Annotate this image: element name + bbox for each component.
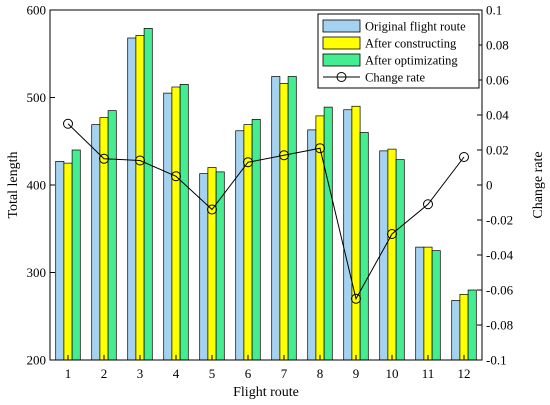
x-axis-label: Flight route bbox=[233, 385, 299, 400]
bar-2-route-9 bbox=[351, 105, 361, 361]
legend-swatch-3 bbox=[322, 53, 361, 67]
bar-1-route-3 bbox=[127, 37, 137, 361]
legend-label-3: After optimizating bbox=[365, 54, 458, 68]
legend-marker bbox=[336, 72, 347, 82]
legend-label-1: Original flight route bbox=[365, 20, 466, 34]
bar-1-route-11 bbox=[415, 246, 425, 361]
bar-3-route-9 bbox=[359, 132, 369, 361]
y2-tick-label: -0.08 bbox=[486, 318, 513, 333]
bar-1-route-7 bbox=[271, 76, 281, 361]
y2-tick-label: -0.04 bbox=[486, 248, 514, 263]
change-rate-line-layer bbox=[63, 118, 469, 304]
x-tick-label: 2 bbox=[101, 366, 108, 381]
y2-tick-label: 0 bbox=[486, 178, 493, 193]
change-rate-point-3 bbox=[135, 155, 145, 166]
bar-1-route-12 bbox=[451, 300, 461, 361]
legend-label-2: After constructing bbox=[365, 37, 457, 51]
bar-2-route-4 bbox=[171, 86, 181, 361]
bar-2-route-3 bbox=[135, 35, 145, 361]
bar-3-route-4 bbox=[179, 84, 189, 361]
bar-2-route-5 bbox=[207, 167, 217, 361]
x-tick-label: 1 bbox=[65, 366, 72, 381]
change-rate-point-1 bbox=[63, 118, 73, 129]
bar-1-route-4 bbox=[163, 92, 173, 361]
bar-1-route-6 bbox=[235, 130, 245, 361]
change-rate-line bbox=[67, 123, 465, 301]
bar-3-route-3 bbox=[143, 28, 153, 361]
bar-3-route-12 bbox=[467, 289, 477, 361]
bar-1-route-9 bbox=[343, 109, 353, 361]
bar-3-route-10 bbox=[395, 159, 405, 361]
bars-layer bbox=[55, 28, 477, 361]
change-rate-point-8 bbox=[315, 143, 325, 154]
y-tick-label: 600 bbox=[27, 3, 47, 18]
change-rate-point-7 bbox=[279, 150, 289, 161]
y2-tick-label: 0.1 bbox=[486, 3, 502, 18]
bar-1-route-2 bbox=[91, 124, 101, 361]
bar-2-route-11 bbox=[423, 246, 433, 361]
change-rate-point-6 bbox=[243, 157, 253, 168]
bar-3-route-1 bbox=[71, 149, 81, 361]
bar-2-route-6 bbox=[243, 124, 253, 361]
y2-tick-label: 0.04 bbox=[486, 108, 509, 123]
change-rate-point-11 bbox=[423, 199, 433, 210]
change-rate-point-10 bbox=[387, 229, 397, 239]
y-axis-label: Total length bbox=[6, 151, 21, 218]
legend: Original flight route After constructing A… bbox=[317, 13, 480, 89]
x-tick-label: 3 bbox=[137, 366, 144, 381]
y2-axis-label: Change rate bbox=[531, 151, 546, 218]
bar-3-route-5 bbox=[215, 171, 225, 361]
change-rate-point-5 bbox=[207, 204, 217, 215]
bar-1-route-1 bbox=[55, 161, 65, 361]
bar-2-route-1 bbox=[63, 162, 73, 361]
y-tick-label: 300 bbox=[27, 265, 47, 280]
x-tick-label: 5 bbox=[209, 366, 216, 381]
legend-label-4: Change rate bbox=[365, 71, 425, 85]
x-tick-label: 10 bbox=[386, 366, 399, 381]
y2-tick-label: 0.06 bbox=[486, 73, 509, 88]
bar-2-route-7 bbox=[279, 83, 289, 361]
y-tick-label: 400 bbox=[27, 178, 47, 193]
x-tick-label: 12 bbox=[458, 366, 471, 381]
x-tick-label: 11 bbox=[422, 366, 435, 381]
y2-tick-label: 0.08 bbox=[486, 38, 509, 53]
bar-1-route-10 bbox=[379, 150, 389, 361]
legend-swatch-2 bbox=[322, 36, 361, 50]
x-tick-label: 7 bbox=[281, 366, 288, 381]
bar-1-route-8 bbox=[307, 129, 317, 361]
x-tick-label: 9 bbox=[353, 366, 360, 381]
y2-tick-label: -0.1 bbox=[486, 353, 507, 368]
bar-3-route-7 bbox=[287, 76, 297, 361]
x-tick-label: 6 bbox=[245, 366, 252, 381]
bar-2-route-10 bbox=[387, 148, 397, 361]
change-rate-point-9 bbox=[351, 293, 361, 304]
y-tick-label: 200 bbox=[27, 353, 47, 368]
axes-layer: 200 300 400 500 600 -0.1 -0.08 -0.06 -0.04 -0.02 0… bbox=[27, 3, 514, 382]
x-tick-label: 4 bbox=[173, 366, 180, 381]
bar-3-route-11 bbox=[431, 250, 441, 361]
change-rate-point-4 bbox=[171, 171, 181, 182]
y2-tick-label: -0.02 bbox=[486, 213, 513, 228]
x-tick-label: 8 bbox=[317, 366, 324, 381]
change-rate-point-12 bbox=[459, 152, 469, 162]
bar-2-route-12 bbox=[459, 294, 469, 361]
bar-3-route-8 bbox=[323, 106, 333, 361]
y2-tick-label: -0.06 bbox=[486, 283, 514, 298]
bar-3-route-2 bbox=[107, 110, 117, 361]
legend-swatch-1 bbox=[322, 19, 361, 33]
change-rate-point-2 bbox=[99, 153, 109, 164]
y-tick-label: 500 bbox=[27, 90, 47, 105]
y2-tick-label: 0.02 bbox=[486, 143, 509, 158]
bar-3-route-6 bbox=[251, 119, 261, 361]
